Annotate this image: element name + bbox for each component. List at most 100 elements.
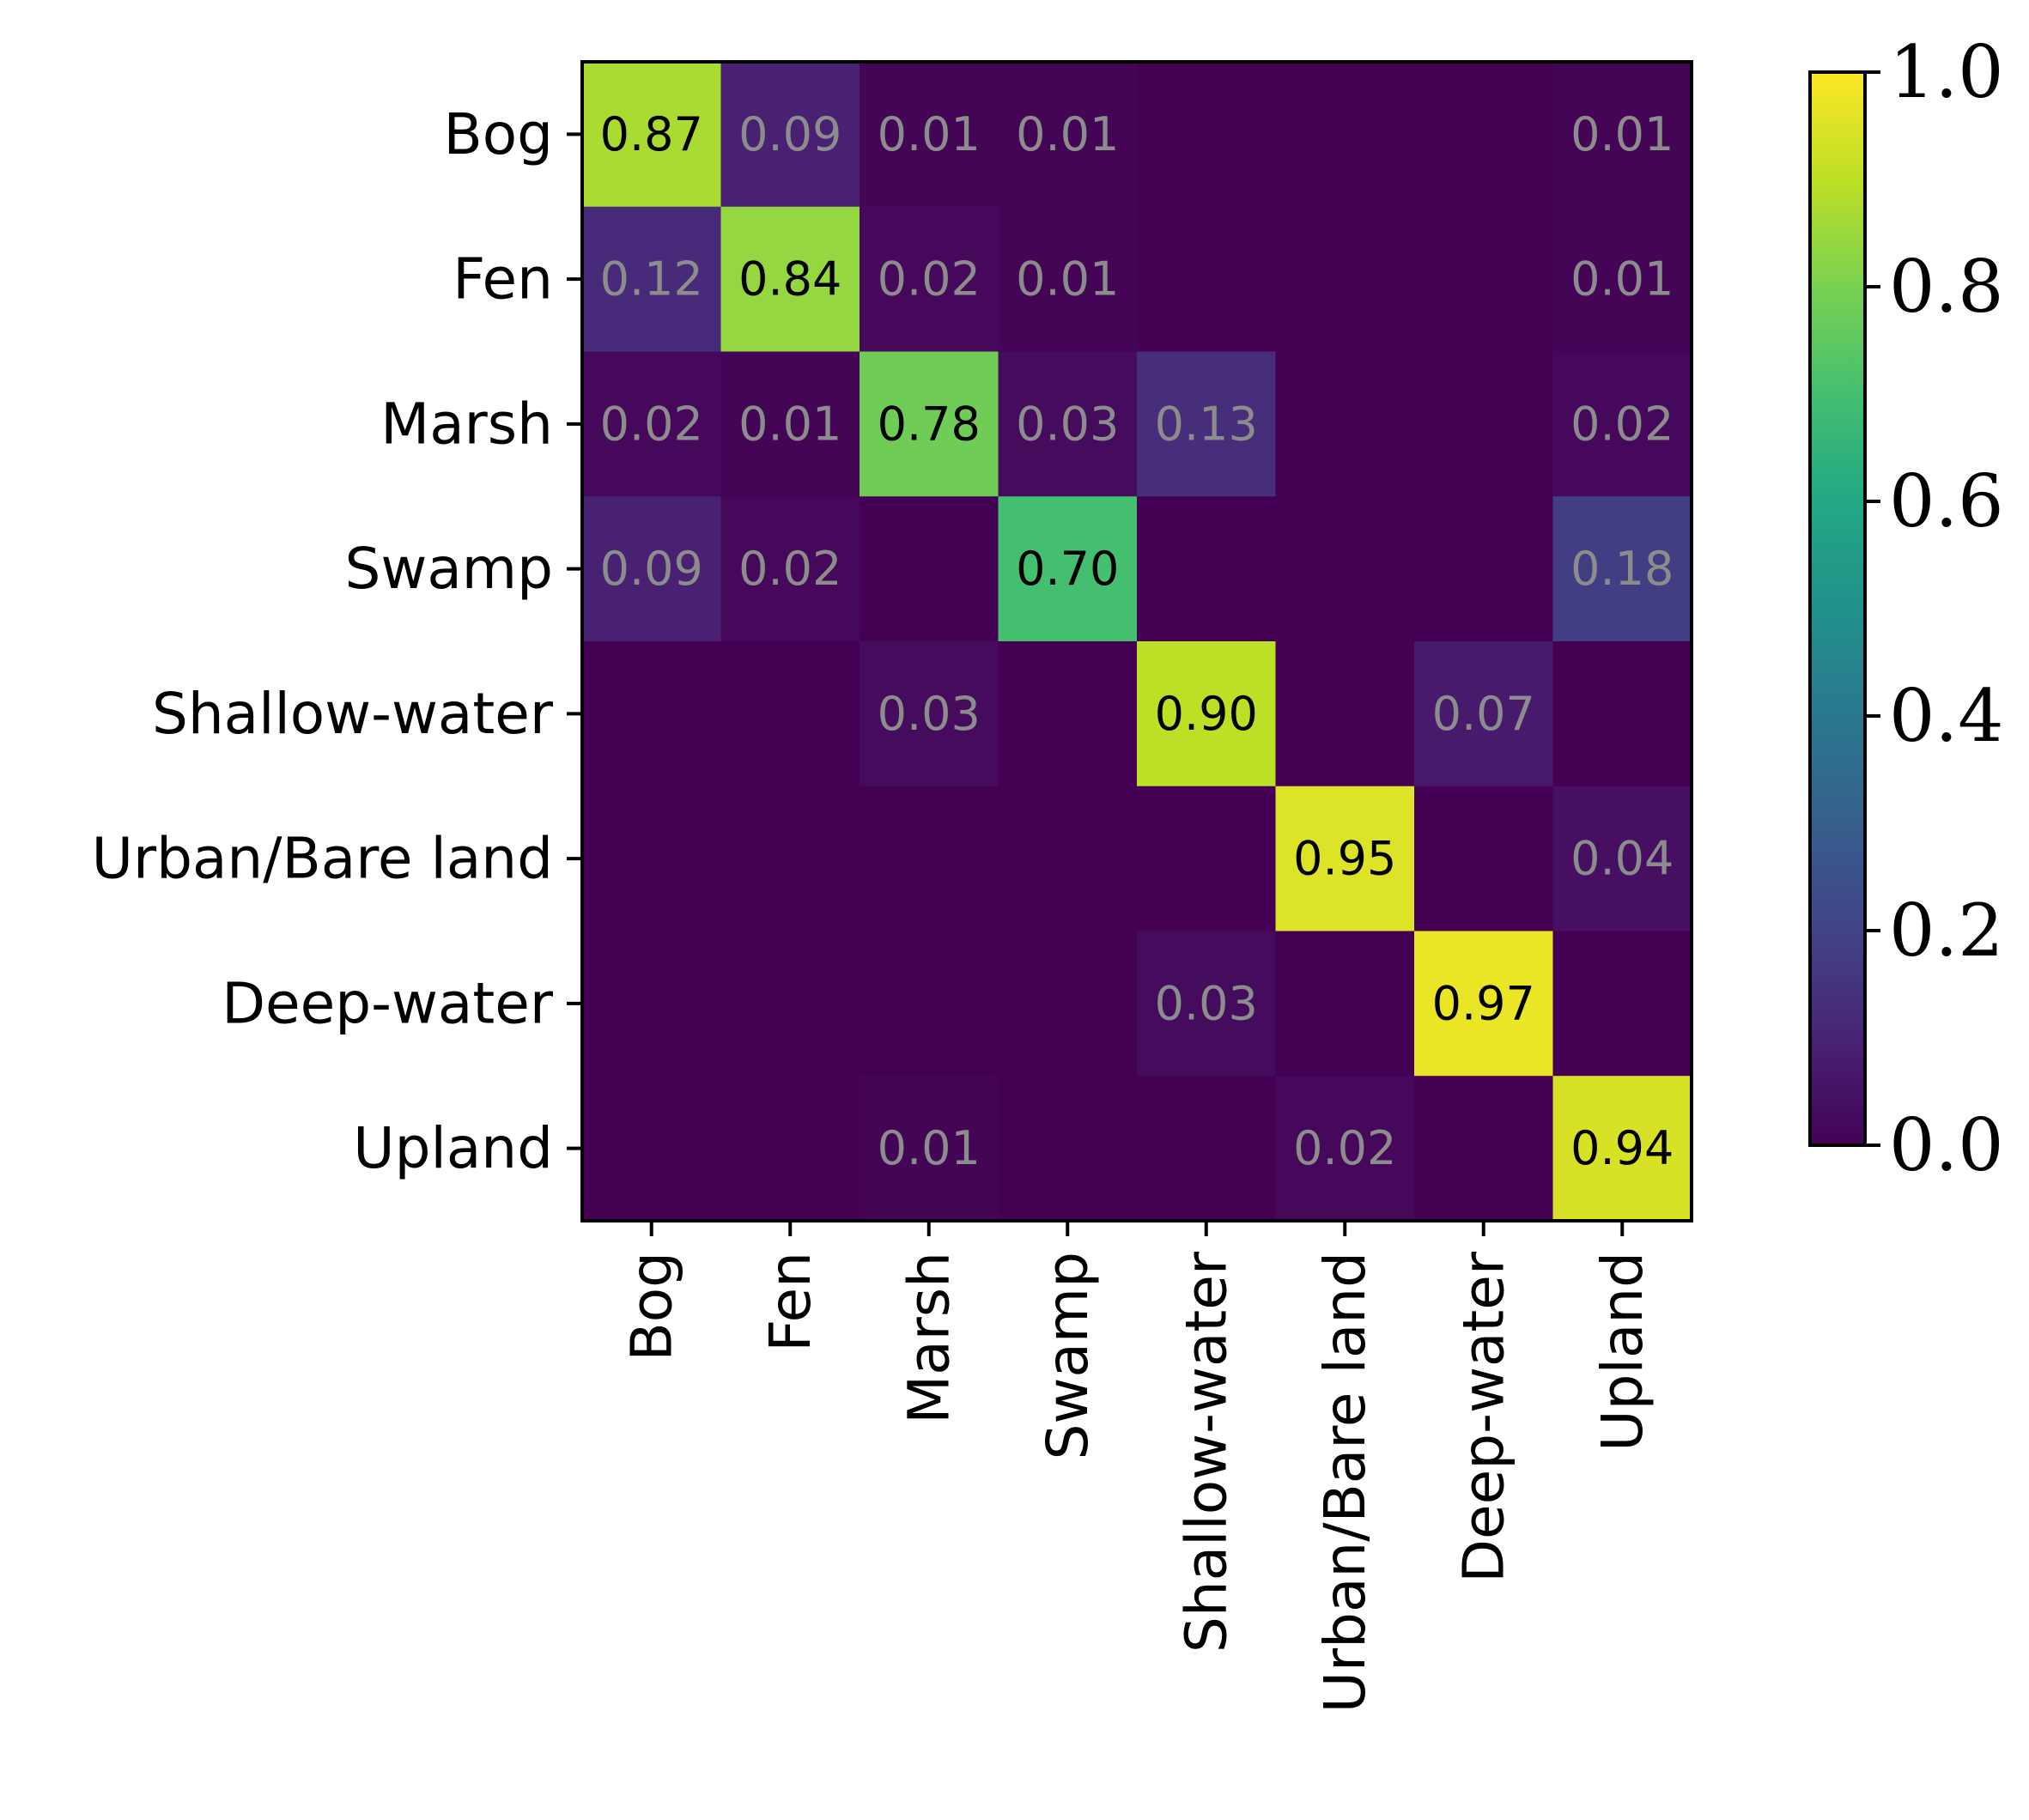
heatmap-cell-r5-c6: [1414, 786, 1554, 932]
heatmap-cell-r3-c4: [1137, 496, 1277, 642]
x-tick-label-bog: Bog: [618, 1252, 684, 1362]
heatmap-cell-r5-c3: [998, 786, 1138, 932]
colorbar-tick-label: 0.0: [1889, 1103, 2004, 1187]
y-tick-label-deep-water: Deep-water: [222, 970, 554, 1036]
heatmap-cell-r1-c2: [860, 206, 999, 353]
heatmap-cell-r4-c2: [860, 641, 999, 787]
heatmap-cell-r6-c2: [860, 931, 999, 1077]
heatmap-cell-r6-c3: [998, 931, 1138, 1077]
heatmap-cell-r6-c5: [1275, 931, 1415, 1077]
heatmap-cell-r6-c6: [1414, 931, 1554, 1077]
cell-value-label: 0.87: [600, 107, 703, 161]
y-tick-label-marsh: Marsh: [380, 391, 553, 457]
cell-value-label: 0.70: [1016, 542, 1119, 596]
heatmap-cell-r3-c3: [998, 496, 1138, 642]
heatmap-cell-r2-c1: [720, 351, 860, 497]
heatmap-cell-r3-c6: [1414, 496, 1554, 642]
heatmap-cell-r2-c7: [1552, 351, 1692, 497]
x-axis: Bog Fen Marsh Swamp Shallow-water Urban/Bare …: [618, 1221, 1655, 1713]
heatmap-cell-r4-c0: [582, 641, 722, 787]
heatmap-cell-r0-c6: [1414, 62, 1554, 208]
heatmap-cell-r3-c7: [1552, 496, 1692, 642]
cell-value-label: 0.01: [1570, 107, 1674, 161]
heatmap-cell-r2-c4: [1137, 351, 1277, 497]
colorbar-tick-label: 0.2: [1889, 889, 2004, 973]
heatmap-cell-r1-c6: [1414, 206, 1554, 353]
heatmap-cell-r5-c2: [860, 786, 999, 932]
colorbar-tick-label: 0.6: [1889, 459, 2004, 543]
heatmap-cell-r0-c5: [1275, 62, 1415, 208]
cell-value-label: 0.84: [738, 252, 841, 306]
x-tick-label-swamp: Swamp: [1035, 1252, 1101, 1460]
heatmap-cell-r3-c0: [582, 496, 722, 642]
heatmap-cell-r2-c6: [1414, 351, 1554, 497]
cell-value-label: 0.01: [1016, 252, 1119, 306]
cell-value-label: 0.97: [1432, 976, 1535, 1030]
heatmap-cell-r1-c5: [1275, 206, 1415, 353]
cell-value-label: 0.01: [1016, 107, 1119, 161]
heatmap-cell-r4-c6: [1414, 641, 1554, 787]
heatmap-cell-r5-c4: [1137, 786, 1277, 932]
heatmap-cell-r4-c1: [720, 641, 860, 787]
plot-frame: [580, 60, 1693, 1222]
cell-value-label: 0.18: [1570, 542, 1674, 596]
x-tick-label-shallow-water: Shallow-water: [1173, 1251, 1239, 1653]
heatmap-cell-r1-c7: [1552, 206, 1692, 353]
heatmap-cell-r2-c5: [1275, 351, 1415, 497]
colorbar-tick-label: 0.8: [1889, 245, 2004, 329]
cell-value-label: 0.94: [1570, 1121, 1674, 1175]
heatmap-cell-r0-c0: [582, 62, 722, 208]
heatmap-cell-r1-c0: [582, 206, 722, 353]
heatmap-cell-r5-c7: [1552, 786, 1692, 932]
colorbar-tick-label: 1.0: [1889, 30, 2004, 114]
heatmap-cell-r7-c0: [582, 1076, 722, 1222]
heatmap-cell-r4-c7: [1552, 641, 1692, 787]
heatmap-cell-r1-c1: [720, 206, 860, 353]
heatmap-cell-r3-c5: [1275, 496, 1415, 642]
heatmap-cell-r5-c0: [582, 786, 722, 932]
heatmap-cell-r7-c6: [1414, 1076, 1554, 1222]
cell-value-label: 0.03: [1155, 976, 1258, 1030]
y-axis: Bog Fen Marsh Swamp Shallow-water Urban/Bare …: [92, 101, 582, 1181]
cell-value-label: 0.09: [600, 542, 703, 596]
cell-value-label: 0.12: [600, 252, 703, 306]
heatmap-cell-r5-c1: [720, 786, 860, 932]
cell-value-label: 0.02: [1293, 1121, 1396, 1175]
cell-value-label: 0.01: [738, 397, 841, 451]
heatmap-cell-r7-c4: [1137, 1076, 1277, 1222]
colorbar-tick-label: 0.4: [1889, 674, 2004, 758]
cell-value-label: 0.07: [1432, 687, 1535, 741]
heatmap-cell-r6-c7: [1552, 931, 1692, 1077]
heatmap-cell-r3-c2: [860, 496, 999, 642]
x-tick-label-upland: Upland: [1589, 1252, 1655, 1452]
cell-value-label: 0.01: [878, 1121, 981, 1175]
heatmap-cell-labels: 0.87 0.09 0.01 0.01 0.01 0.12 0.84 0.02 0.01 0.01…: [600, 107, 1674, 1175]
y-tick-label-urban-bare-land: Urban/Bare land: [92, 826, 553, 892]
x-tick-label-urban-bare-land: Urban/Bare land: [1312, 1252, 1378, 1713]
heatmap-cell-r3-c1: [720, 496, 860, 642]
y-tick-label-shallow-water: Shallow-water: [152, 681, 554, 747]
heatmap-cell-r2-c3: [998, 351, 1138, 497]
cell-value-label: 0.09: [738, 107, 841, 161]
heatmap-cell-r6-c0: [582, 931, 722, 1077]
cell-value-label: 0.95: [1293, 832, 1396, 886]
heatmap-cell-r6-c1: [720, 931, 860, 1077]
x-tick-label-fen: Fen: [757, 1252, 823, 1352]
cell-value-label: 0.01: [1570, 252, 1674, 306]
heatmap-cell-r2-c0: [582, 351, 722, 497]
heatmap-cell-r0-c4: [1137, 62, 1277, 208]
cell-value-label: 0.02: [738, 542, 841, 596]
cell-value-label: 0.90: [1155, 687, 1258, 741]
y-tick-label-upland: Upland: [353, 1115, 553, 1181]
heatmap-cell-r0-c2: [860, 62, 999, 208]
heatmap-cell-r7-c3: [998, 1076, 1138, 1222]
colorbar: 0.0 0.2 0.4 0.6 0.8 1.0: [1808, 30, 2004, 1187]
cell-value-label: 0.03: [878, 687, 981, 741]
heatmap-cell-r2-c2: [860, 351, 999, 497]
x-tick-label-marsh: Marsh: [896, 1252, 962, 1424]
cell-value-label: 0.13: [1155, 397, 1258, 451]
heatmap-cell-r1-c4: [1137, 206, 1277, 353]
y-tick-label-fen: Fen: [453, 246, 553, 312]
heatmap-cell-r4-c5: [1275, 641, 1415, 787]
